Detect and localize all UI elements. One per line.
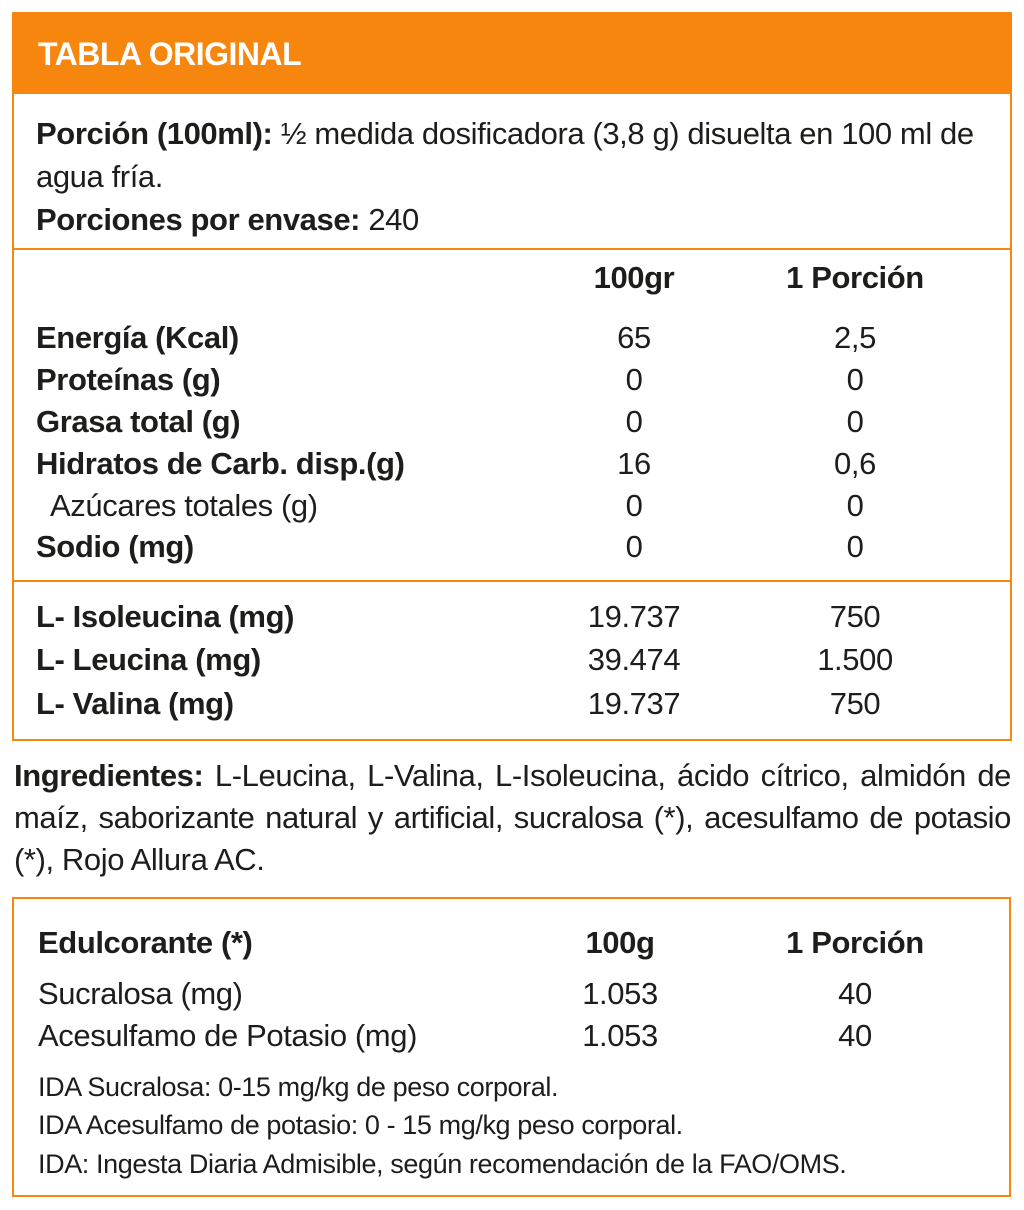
sweetener-header: Edulcorante (*): [38, 925, 253, 960]
ingredients-text: L-Leucina, L-Valina, L-Isoleucina, ácido…: [14, 758, 1012, 877]
nutrient-value-portion: 0: [846, 404, 864, 439]
nutrient-name: Hidratos de Carb. disp.(g): [36, 446, 405, 481]
amino-value-portion: 750: [829, 599, 881, 634]
sweetener-name: Acesulfamo de Potasio (mg): [38, 1018, 417, 1053]
ida-note: IDA: Ingesta Diaria Admisible, según rec…: [38, 1149, 847, 1179]
column-header-portion: 1 Porción: [786, 260, 924, 295]
sweetener-name: Sucralosa (mg): [38, 976, 243, 1011]
amino-value-100gr: 19.737: [587, 599, 681, 634]
nutrient-value-portion: 0: [846, 488, 864, 523]
nutrient-value-100gr: 0: [625, 529, 643, 564]
ingredients: Ingredientes: L-Leucina, L-Valina, L-Iso…: [14, 755, 1011, 881]
nutrient-name: Grasa total (g): [36, 404, 241, 439]
ingredients-label: Ingredientes:: [14, 758, 204, 793]
table-title: TABLA ORIGINAL: [38, 36, 302, 72]
nutrient-name: Azúcares totales (g): [50, 488, 318, 523]
amino-value-portion: 750: [829, 686, 881, 721]
nutrient-value-100gr: 0: [625, 362, 643, 397]
table-header: TABLA ORIGINAL: [14, 14, 1010, 94]
amino-value-100gr: 19.737: [587, 686, 681, 721]
nutrient-value-100gr: 65: [617, 320, 651, 355]
amino-name: L- Leucina (mg): [36, 642, 261, 677]
portion-value: ½ medida dosificadora (3,8 g) disuelta e…: [36, 116, 974, 194]
sweetener-value-100g: 1.053: [582, 976, 658, 1011]
divider: [14, 248, 1010, 250]
nutrient-value-portion: 0: [846, 529, 864, 564]
nutrient-value-100gr: 0: [625, 488, 643, 523]
servings-value: 240: [368, 202, 419, 237]
amino-value-portion: 1.500: [817, 642, 893, 677]
nutrient-name: Energía (Kcal): [36, 320, 239, 355]
nutrient-value-100gr: 16: [617, 446, 651, 481]
amino-name: L- Isoleucina (mg): [36, 599, 295, 634]
nutrient-value-100gr: 0: [625, 404, 643, 439]
nutrition-table: TABLA ORIGINAL Porción (100ml): ½ medida…: [12, 12, 1012, 741]
nutrient-value-portion: 0: [846, 362, 864, 397]
sweetener-table: Edulcorante (*) 100g 1 Porción Sucralosa…: [12, 897, 1011, 1197]
portion-info: Porción (100ml): ½ medida dosificadora (…: [36, 112, 996, 241]
ida-note: IDA Acesulfamo de potasio: 0 - 15 mg/kg …: [38, 1110, 683, 1140]
sweetener-col-portion: 1 Porción: [786, 925, 924, 960]
ida-note: IDA Sucralosa: 0-15 mg/kg de peso corpor…: [38, 1072, 559, 1102]
sweetener-value-portion: 40: [838, 1018, 872, 1053]
amino-name: L- Valina (mg): [36, 686, 234, 721]
nutrient-value-portion: 2,5: [834, 320, 876, 355]
nutrient-value-portion: 0,6: [834, 446, 876, 481]
portion-label: Porción (100ml):: [36, 116, 273, 151]
amino-value-100gr: 39.474: [587, 642, 681, 677]
sweetener-value-portion: 40: [838, 976, 872, 1011]
sweetener-col-100g: 100g: [585, 925, 655, 960]
servings-label: Porciones por envase:: [36, 202, 361, 237]
nutrient-name: Proteínas (g): [36, 362, 221, 397]
nutrient-name: Sodio (mg): [36, 529, 194, 564]
sweetener-value-100g: 1.053: [582, 1018, 658, 1053]
column-header-100gr: 100gr: [593, 260, 675, 295]
divider: [14, 580, 1010, 582]
